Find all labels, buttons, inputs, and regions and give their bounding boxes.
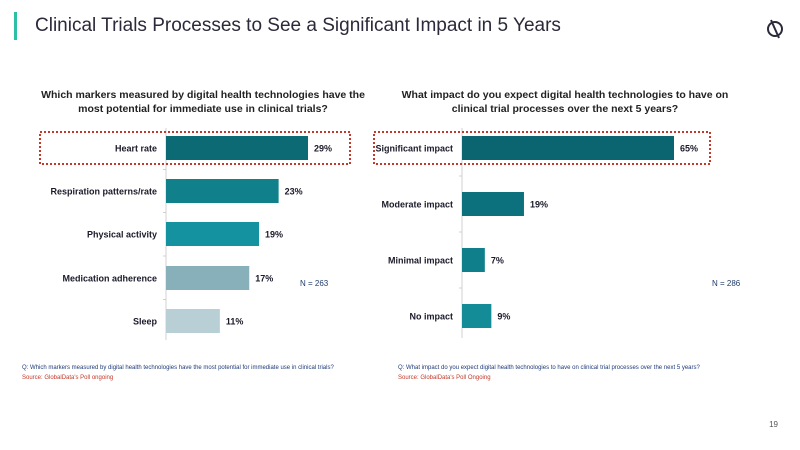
right-footnote-source: Source: GlobalData's Poll Ongoing bbox=[398, 375, 491, 381]
left-bar bbox=[166, 222, 260, 246]
right-bar bbox=[462, 192, 524, 216]
left-category-label: Sleep bbox=[133, 317, 158, 327]
left-bar bbox=[166, 179, 279, 203]
left-sample-size: N = 263 bbox=[300, 279, 329, 288]
right-data-label: 7% bbox=[491, 256, 504, 266]
left-chart-title: Which markers measured by digital health… bbox=[41, 89, 365, 115]
left-bar bbox=[166, 309, 220, 333]
right-highlight-box bbox=[373, 131, 711, 165]
right-chart-title: What impact do you expect digital health… bbox=[401, 89, 729, 115]
title-accent-bar bbox=[14, 12, 17, 40]
left-footnote-source: Source: GlobalData's Poll ongoing bbox=[22, 375, 114, 381]
left-bar bbox=[166, 136, 308, 160]
left-category-label: Heart rate bbox=[115, 144, 157, 154]
right-data-label: 65% bbox=[680, 144, 698, 154]
left-category-label: Respiration patterns/rate bbox=[50, 187, 157, 197]
left-data-label: 11% bbox=[226, 317, 244, 327]
right-category-label: Minimal impact bbox=[388, 256, 453, 266]
left-highlight-box bbox=[39, 131, 351, 165]
left-footnote: Q: Which markers measured by digital hea… bbox=[22, 363, 334, 383]
page-title: Clinical Trials Processes to See a Signi… bbox=[35, 15, 561, 36]
left-bar bbox=[166, 266, 250, 290]
right-bar bbox=[462, 136, 674, 160]
right-data-label: 19% bbox=[530, 200, 548, 210]
right-footnote: Q: What impact do you expect digital hea… bbox=[398, 363, 700, 383]
page-number: 19 bbox=[769, 420, 778, 429]
right-bar bbox=[462, 248, 485, 272]
left-data-label: 23% bbox=[285, 187, 303, 197]
right-footnote-question: Q: What impact do you expect digital hea… bbox=[398, 365, 700, 371]
left-data-label: 29% bbox=[314, 144, 332, 154]
left-footnote-question: Q: Which markers measured by digital hea… bbox=[22, 365, 334, 371]
right-data-label: 9% bbox=[497, 312, 510, 322]
left-category-label: Medication adherence bbox=[62, 274, 157, 284]
right-sample-size: N = 286 bbox=[712, 279, 741, 288]
left-data-label: 17% bbox=[255, 274, 273, 284]
right-bar bbox=[462, 304, 492, 328]
right-category-label: Moderate impact bbox=[381, 200, 453, 210]
left-data-label: 19% bbox=[265, 230, 283, 240]
right-category-label: Significant impact bbox=[375, 144, 453, 154]
right-category-label: No impact bbox=[409, 312, 453, 322]
globaldata-logo-icon bbox=[767, 19, 783, 39]
left-category-label: Physical activity bbox=[87, 230, 157, 240]
